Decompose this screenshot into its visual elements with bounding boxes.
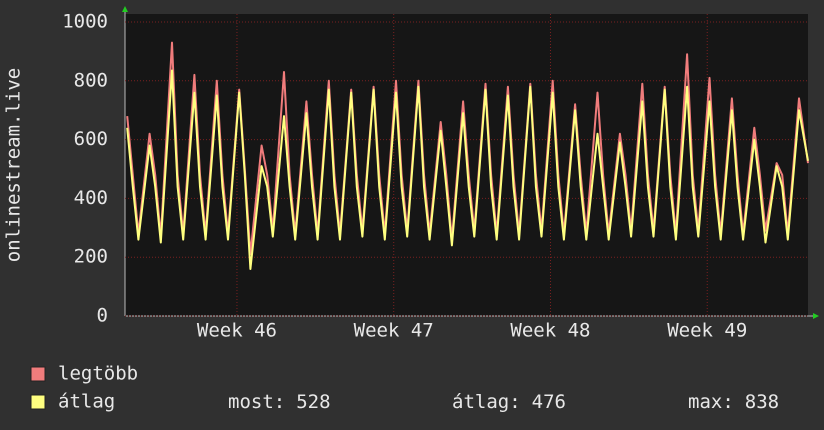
x-tick-label: Week 48: [510, 320, 590, 342]
x-tick-label: Week 49: [667, 320, 747, 342]
stat-label: átlag:: [452, 391, 521, 413]
legend-label: átlag: [58, 391, 115, 413]
y-tick-label: 600: [74, 128, 108, 150]
y-tick-label: 1000: [62, 11, 108, 33]
y-axis-label: onlinestream.live: [3, 68, 25, 262]
y-tick-label: 200: [74, 246, 108, 268]
y-tick-label: 0: [97, 305, 108, 327]
y-tick-label: 400: [74, 187, 108, 209]
legend-swatch: [30, 394, 46, 410]
stat-value: 528: [296, 391, 330, 413]
axis-arrow: [813, 313, 819, 319]
axis-arrow: [122, 6, 128, 12]
stat: átlag: 476: [452, 391, 566, 413]
stat-value: 838: [745, 391, 779, 413]
legend-label: legtöbb: [58, 363, 138, 385]
legend-swatch: [30, 366, 46, 382]
stat-value: 476: [532, 391, 566, 413]
stat: max: 838: [688, 391, 779, 413]
stat-label: most:: [228, 391, 285, 413]
x-tick-label: Week 47: [354, 320, 434, 342]
stat-label: max:: [688, 391, 734, 413]
stat: most: 528: [228, 391, 331, 413]
y-tick-label: 800: [74, 69, 108, 91]
x-tick-label: Week 46: [197, 320, 277, 342]
series-line: [126, 69, 809, 270]
